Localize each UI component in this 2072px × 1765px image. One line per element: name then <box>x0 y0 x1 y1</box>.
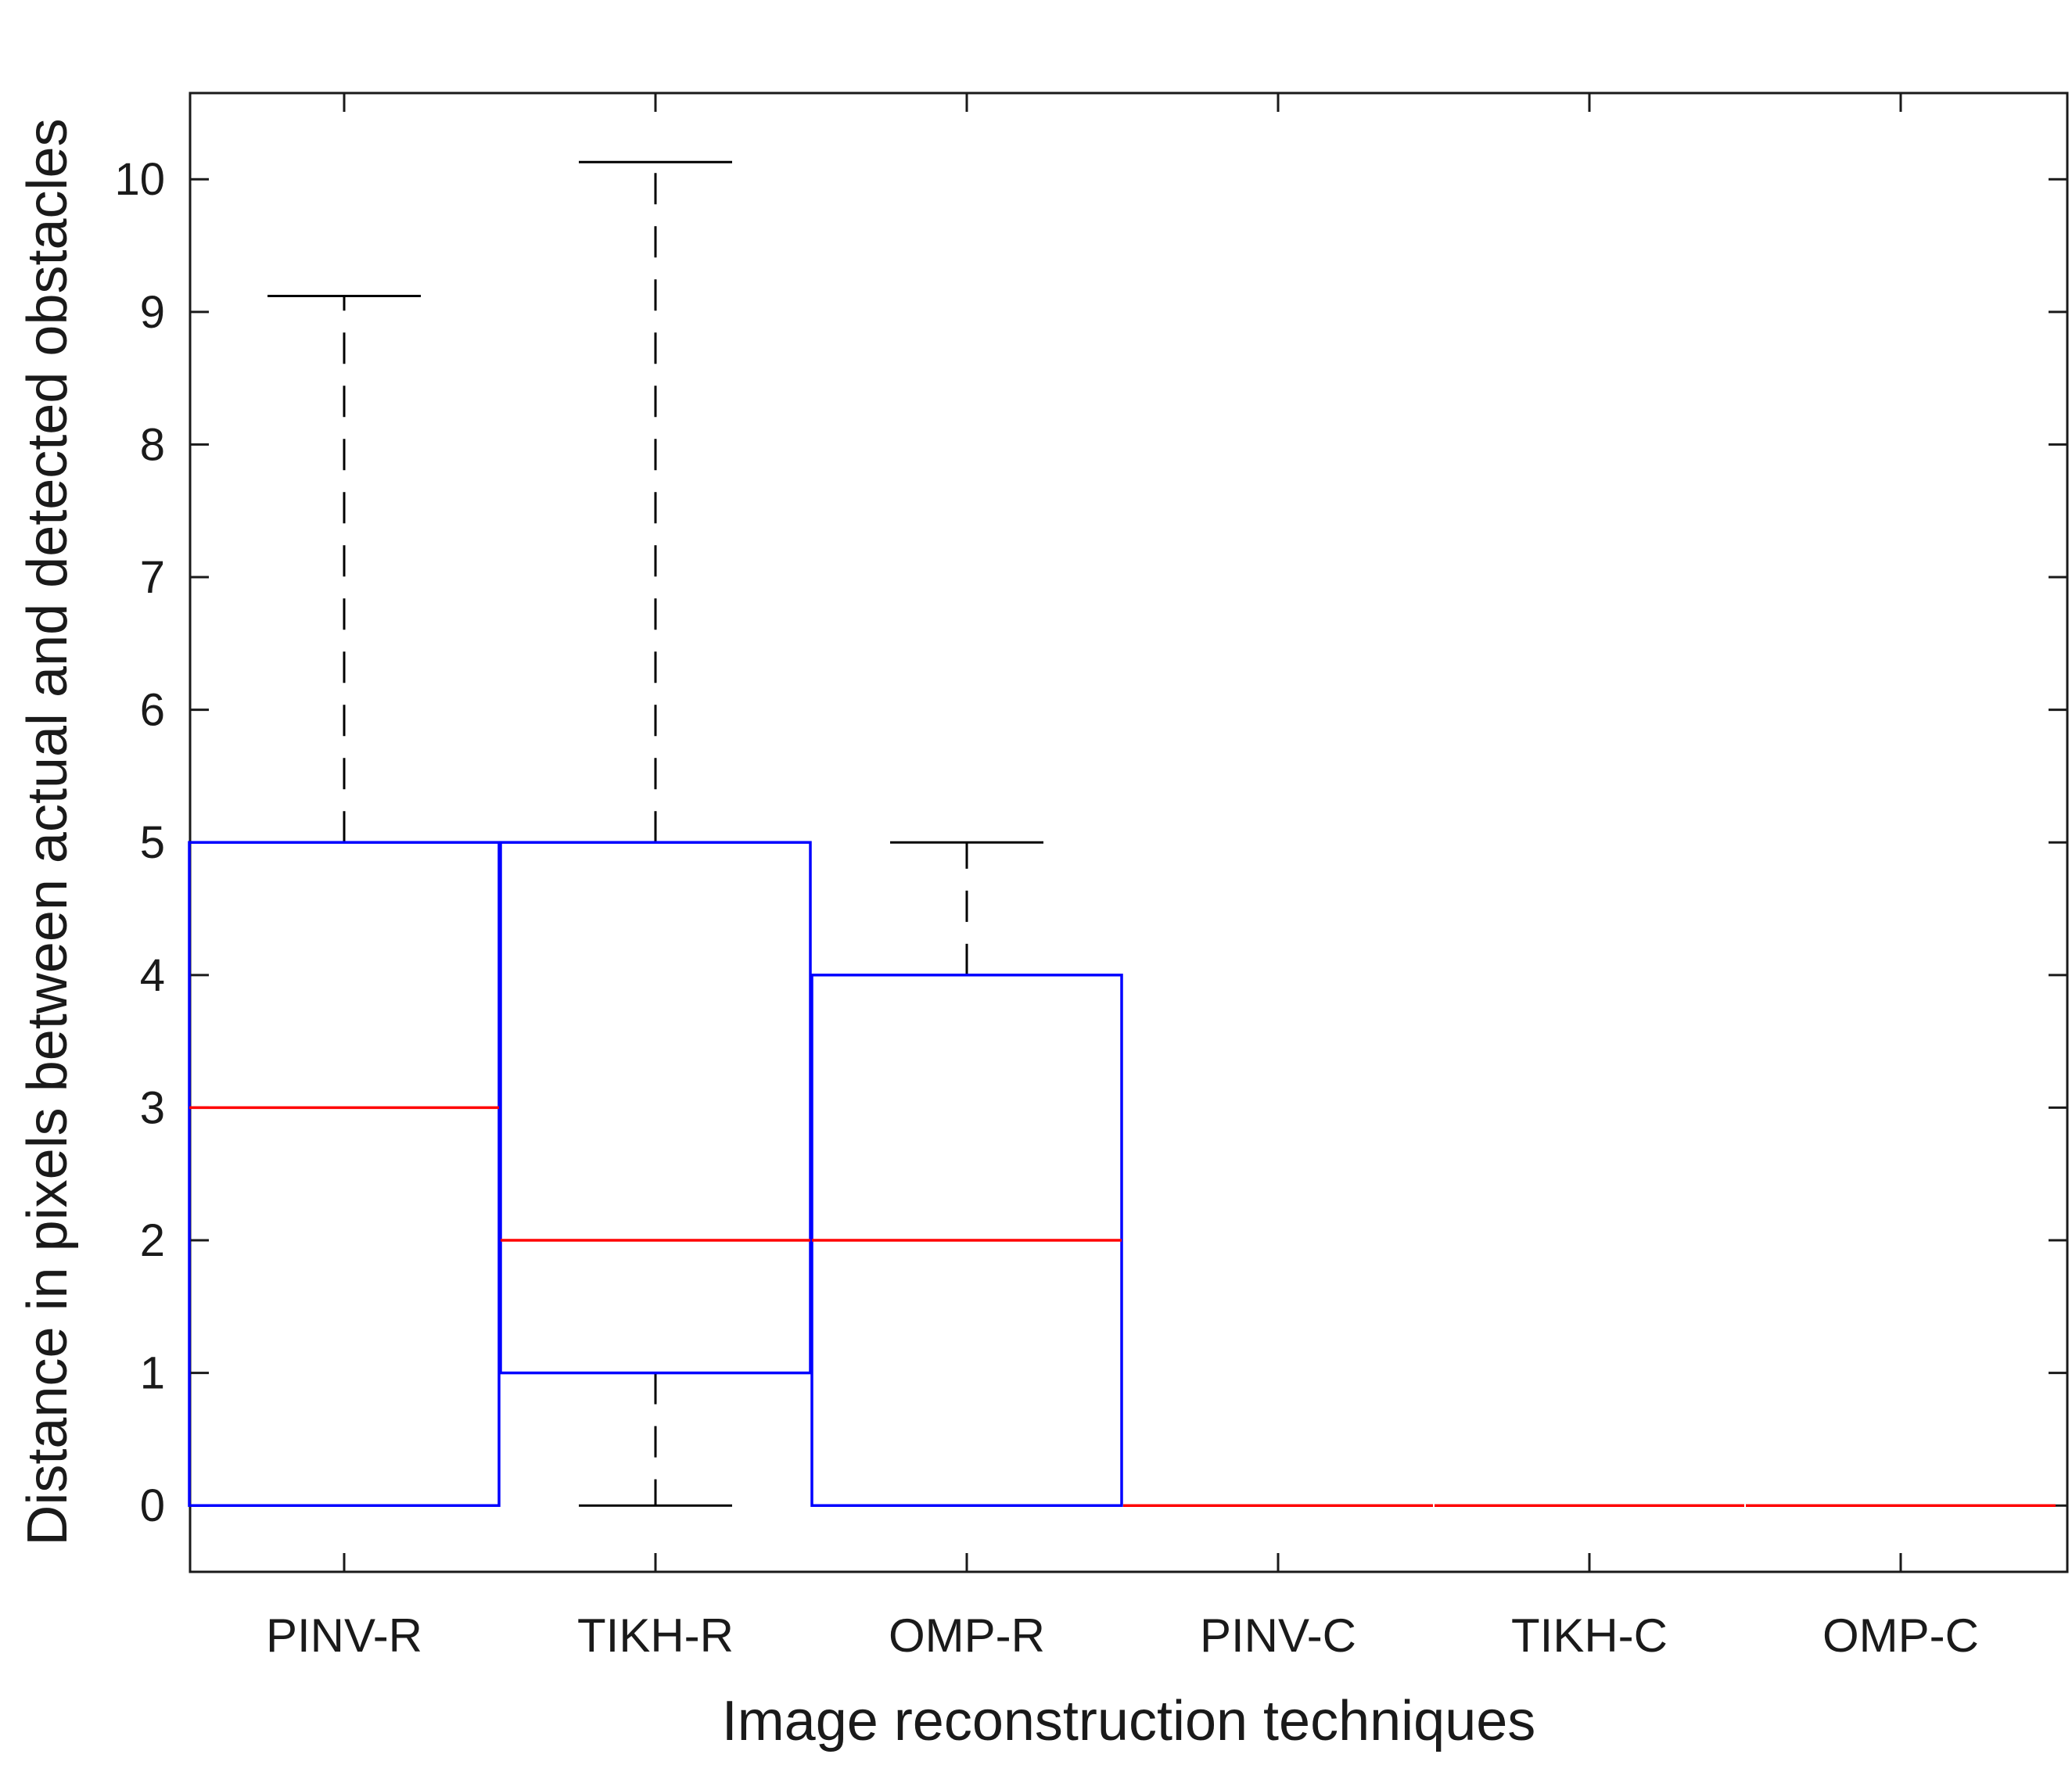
y-tick-label: 6 <box>140 685 165 736</box>
y-tick-label: 1 <box>140 1348 165 1399</box>
y-tick-label: 0 <box>140 1480 165 1531</box>
tick-marks <box>190 93 2067 1572</box>
x-tick-label: TIKH-C <box>1511 1609 1668 1662</box>
y-tick-label: 3 <box>140 1082 165 1133</box>
box-iqr <box>499 841 812 1375</box>
y-tick-label: 8 <box>140 419 165 470</box>
y-tick-label: 9 <box>140 287 165 338</box>
box-iqr <box>188 841 501 1507</box>
y-tick-label: 7 <box>140 552 165 603</box>
y-tick-label: 5 <box>140 817 165 868</box>
box-series <box>188 160 2056 1507</box>
y-tick-label: 4 <box>140 950 165 1001</box>
box-omp-r <box>810 841 1123 1507</box>
box-pinv-r <box>188 294 501 1507</box>
x-tick-label: OMP-C <box>1822 1609 1979 1662</box>
x-tick-label: OMP-R <box>889 1609 1045 1662</box>
tick-labels: 0 1 2 3 4 5 6 7 8 9 10 PINV-R TIKH-R OMP-R PINV-C TIKH-… <box>114 154 1979 1662</box>
plot-area <box>189 91 2069 1573</box>
x-tick-label: PINV-C <box>1200 1609 1356 1662</box>
y-tick-label: 10 <box>114 154 165 205</box>
x-tick-label: TIKH-R <box>577 1609 734 1662</box>
y-axis-title: Distance in pixels between actual and de… <box>16 118 79 1545</box>
x-axis-title: Image reconstruction techniques <box>722 1690 1536 1752</box>
x-tick-label: PINV-R <box>266 1609 422 1662</box>
y-tick-label: 2 <box>140 1215 165 1266</box>
box-tikh-r <box>499 160 812 1507</box>
